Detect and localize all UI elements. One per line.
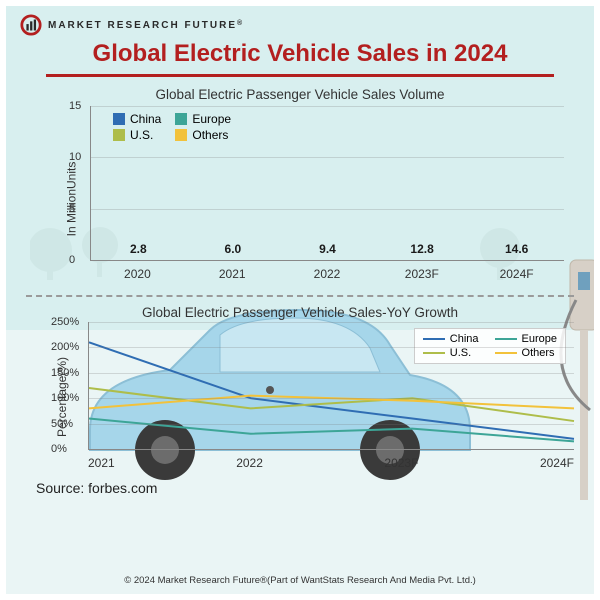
line-chart-title: Global Electric Passenger Vehicle Sales-… (6, 305, 594, 320)
line-gridline (89, 347, 574, 348)
line-xlabel: 2021 (88, 456, 115, 470)
line-x-labels: 2021 2022 2023F 2024F (88, 456, 574, 470)
legend-item: China (423, 333, 479, 345)
bar-ytick: 15 (69, 100, 81, 112)
legend-line (495, 352, 517, 354)
line-ytick: 50% (51, 418, 73, 430)
bar-xlabel: 2020 (104, 267, 170, 281)
bar-xlabel: 2024F (483, 267, 549, 281)
page-title: Global Electric Vehicle Sales in 2024 (46, 40, 554, 68)
bar-ytick: 0 (69, 254, 75, 266)
bar-y-axis-label: In MillionUnits (64, 161, 78, 236)
line-xlabel: 2022 (236, 456, 263, 470)
line-chart: Percentage(%) ChinaEuropeU.S.Others 0%50… (80, 322, 574, 472)
bar-chart: Global Electric Passenger Vehicle Sales … (26, 87, 574, 291)
line-ytick: 150% (51, 367, 79, 379)
legend-item: Europe (495, 333, 557, 345)
bar-chart-title: Global Electric Passenger Vehicle Sales … (26, 87, 574, 102)
bar-columns: 2.86.09.412.814.6 (91, 106, 564, 260)
bar-plot-area: ChinaEuropeU.S.Others 2.86.09.412.814.6 … (90, 106, 564, 261)
logo-text: MARKET RESEARCH FUTURE® (48, 20, 244, 31)
line-xlabel: 2024F (540, 456, 574, 470)
line-gridline (89, 398, 574, 399)
legend-item: U.S. (423, 347, 479, 359)
bar-xlabel: 2022 (294, 267, 360, 281)
line-ytick: 250% (51, 316, 79, 328)
legend-label: Others (522, 347, 555, 359)
bar-xlabel: 2023F (389, 267, 455, 281)
legend-label: China (450, 333, 479, 345)
line-xlabel: 2023F (384, 456, 418, 470)
brand-logo: MARKET RESEARCH FUTURE® (6, 6, 594, 36)
line-legend: China Europe U.S. Others (414, 328, 566, 364)
bar-total-label: 14.6 (457, 242, 577, 256)
legend-label: Europe (522, 333, 557, 345)
legend-item: Others (495, 347, 557, 359)
legend-line (495, 338, 517, 340)
legend-label: U.S. (450, 347, 471, 359)
bar-ytick: 5 (69, 203, 75, 215)
bar-x-labels: 2020 2021 2022 2023F 2024F (90, 267, 564, 281)
bar-gridline (91, 106, 564, 107)
chart-divider (26, 295, 574, 297)
line-gridline (89, 322, 574, 323)
line-gridline (89, 424, 574, 425)
line-gridline (89, 373, 574, 374)
bar-gridline (91, 209, 564, 210)
copyright: © 2024 Market Research Future®(Part of W… (6, 575, 594, 586)
source-label: Source: forbes.com (36, 480, 594, 496)
legend-line (423, 338, 445, 340)
line-ytick: 100% (51, 392, 79, 404)
logo-icon (20, 14, 42, 36)
line-ytick: 200% (51, 341, 79, 353)
bar-gridline (91, 157, 564, 158)
bar-ytick: 10 (69, 151, 81, 163)
title-underline (46, 74, 554, 77)
bar-xlabel: 2021 (199, 267, 265, 281)
line-plot-area: ChinaEuropeU.S.Others 0%50%100%150%200%2… (88, 322, 574, 450)
legend-line (423, 352, 445, 354)
line-ytick: 0% (51, 443, 67, 455)
